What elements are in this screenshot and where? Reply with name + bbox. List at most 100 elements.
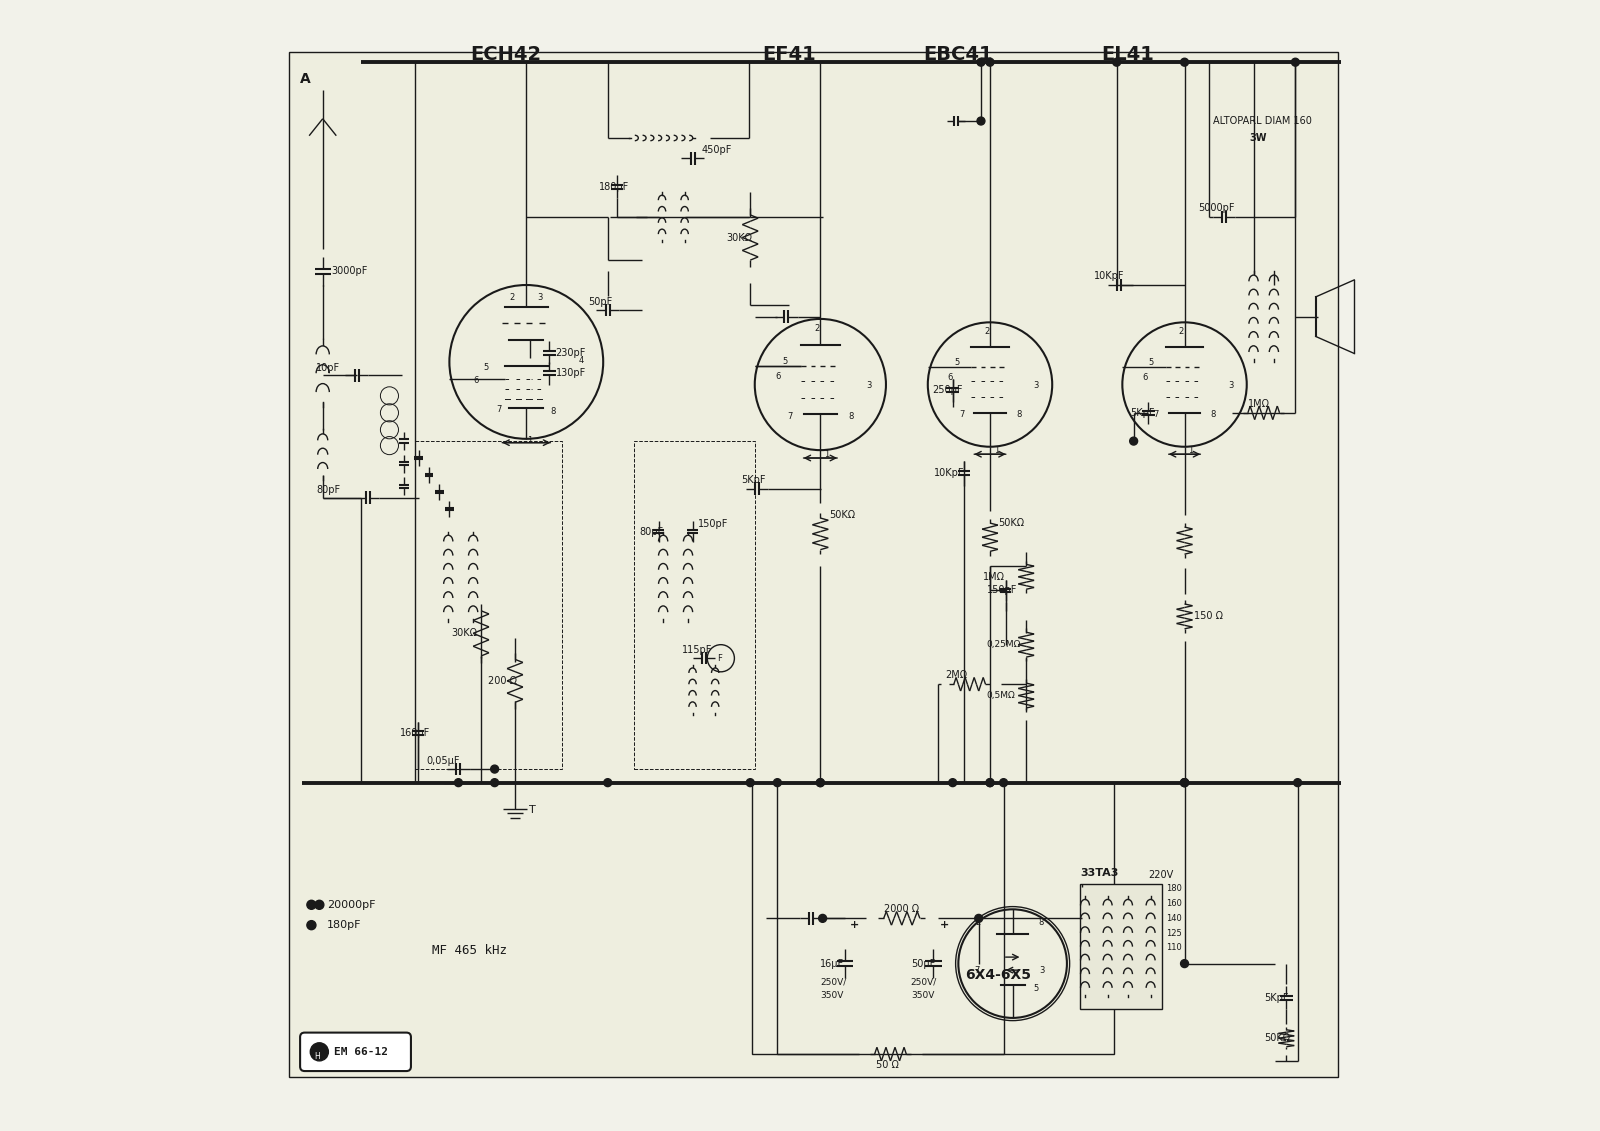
Text: 180pF: 180pF xyxy=(598,182,629,191)
Circle shape xyxy=(454,778,462,787)
Text: 3: 3 xyxy=(1040,966,1045,975)
Text: 350V: 350V xyxy=(910,991,934,1000)
Text: 5000pF: 5000pF xyxy=(1198,204,1235,213)
Text: 5: 5 xyxy=(1149,357,1154,366)
Circle shape xyxy=(978,59,986,67)
Text: 7: 7 xyxy=(974,966,981,975)
Text: 10pF: 10pF xyxy=(315,363,341,372)
Text: +: + xyxy=(850,921,859,930)
Text: 80pF: 80pF xyxy=(315,485,341,494)
Text: 5: 5 xyxy=(954,357,958,366)
Circle shape xyxy=(491,765,499,774)
Text: 7: 7 xyxy=(787,412,794,421)
Text: 6: 6 xyxy=(776,372,781,381)
Text: 7: 7 xyxy=(1154,409,1158,418)
Text: 5KpF: 5KpF xyxy=(1264,993,1288,1002)
Text: EL41: EL41 xyxy=(1101,45,1155,63)
Circle shape xyxy=(307,921,315,930)
Text: 125: 125 xyxy=(1166,929,1182,938)
Circle shape xyxy=(986,778,994,787)
Text: EF41: EF41 xyxy=(762,45,816,63)
Text: 3: 3 xyxy=(1034,381,1038,390)
Text: 5KpF: 5KpF xyxy=(1130,408,1155,417)
Text: 50μF: 50μF xyxy=(910,959,934,968)
Text: 1: 1 xyxy=(994,446,998,455)
Text: 8: 8 xyxy=(1016,409,1021,418)
Text: 6: 6 xyxy=(474,377,478,386)
Text: 50 Ω: 50 Ω xyxy=(875,1061,899,1070)
Bar xyxy=(1080,884,1162,1009)
Text: 1: 1 xyxy=(1189,446,1194,455)
Text: 30KΩ: 30KΩ xyxy=(451,629,478,638)
Circle shape xyxy=(307,900,315,909)
Circle shape xyxy=(1000,778,1008,787)
Text: H: H xyxy=(314,1052,320,1061)
Text: 33TA3: 33TA3 xyxy=(1080,869,1118,878)
Text: 4: 4 xyxy=(579,356,584,365)
Circle shape xyxy=(1112,59,1120,67)
Circle shape xyxy=(974,914,982,923)
Text: 110: 110 xyxy=(1166,943,1182,952)
Bar xyxy=(752,783,1115,1054)
Text: 180: 180 xyxy=(1166,884,1182,893)
Text: 250pF: 250pF xyxy=(933,386,963,395)
Text: 115pF: 115pF xyxy=(682,646,712,655)
Circle shape xyxy=(986,59,994,67)
Text: 8: 8 xyxy=(1038,917,1045,926)
Text: ECH42: ECH42 xyxy=(470,45,541,63)
Text: 5KpF: 5KpF xyxy=(741,475,766,484)
Text: EM 66-12: EM 66-12 xyxy=(334,1047,389,1056)
Circle shape xyxy=(978,118,986,124)
Text: 5: 5 xyxy=(483,363,490,372)
Circle shape xyxy=(310,1043,328,1061)
Text: 1: 1 xyxy=(824,450,829,459)
Text: 0,05μF: 0,05μF xyxy=(427,757,461,766)
Text: 180pF: 180pF xyxy=(328,921,362,930)
Text: 2MΩ: 2MΩ xyxy=(944,671,966,680)
Circle shape xyxy=(1181,59,1189,67)
Text: 7: 7 xyxy=(958,409,965,418)
Text: 2: 2 xyxy=(976,917,981,926)
Circle shape xyxy=(1181,778,1189,787)
Text: 8: 8 xyxy=(1211,409,1216,418)
Circle shape xyxy=(315,900,323,909)
Text: 6: 6 xyxy=(947,372,954,381)
Circle shape xyxy=(816,778,824,787)
Text: 30KΩ: 30KΩ xyxy=(726,233,752,242)
Circle shape xyxy=(603,778,611,787)
Text: 50KΩ: 50KΩ xyxy=(1264,1034,1290,1043)
Text: 250V/: 250V/ xyxy=(910,977,938,986)
Circle shape xyxy=(1130,437,1138,446)
Circle shape xyxy=(491,778,499,787)
Text: 1MΩ: 1MΩ xyxy=(984,572,1005,581)
Text: +: + xyxy=(941,921,949,930)
Text: EBC41: EBC41 xyxy=(923,45,994,63)
Text: MF 465 kHz: MF 465 kHz xyxy=(432,943,507,957)
Text: 350V: 350V xyxy=(821,991,843,1000)
Circle shape xyxy=(949,778,957,787)
Text: 50pF: 50pF xyxy=(589,297,613,307)
Text: 16μF: 16μF xyxy=(821,959,845,968)
Text: 150pF: 150pF xyxy=(698,519,728,528)
Text: 160pF: 160pF xyxy=(400,728,430,737)
Text: 50KΩ: 50KΩ xyxy=(998,518,1024,527)
Text: 6: 6 xyxy=(1142,372,1147,381)
Circle shape xyxy=(986,778,994,787)
Text: 3: 3 xyxy=(1229,381,1234,390)
Text: 3: 3 xyxy=(538,293,542,302)
Text: 3W: 3W xyxy=(1250,133,1267,143)
Bar xyxy=(416,441,563,769)
Text: 250V/: 250V/ xyxy=(821,977,846,986)
Text: 5: 5 xyxy=(1034,984,1038,993)
FancyBboxPatch shape xyxy=(301,1033,411,1071)
Circle shape xyxy=(1291,59,1299,67)
Text: T: T xyxy=(528,805,536,814)
Circle shape xyxy=(1181,778,1189,787)
Text: 150 Ω: 150 Ω xyxy=(1194,612,1222,621)
Text: 1: 1 xyxy=(528,435,533,444)
Text: 10KpF: 10KpF xyxy=(1094,271,1125,280)
Text: 2: 2 xyxy=(984,327,989,336)
Text: 50KΩ: 50KΩ xyxy=(829,510,856,519)
Text: ALTOPARL DIAM 160: ALTOPARL DIAM 160 xyxy=(1213,116,1312,126)
Text: 1MΩ: 1MΩ xyxy=(1248,399,1270,408)
